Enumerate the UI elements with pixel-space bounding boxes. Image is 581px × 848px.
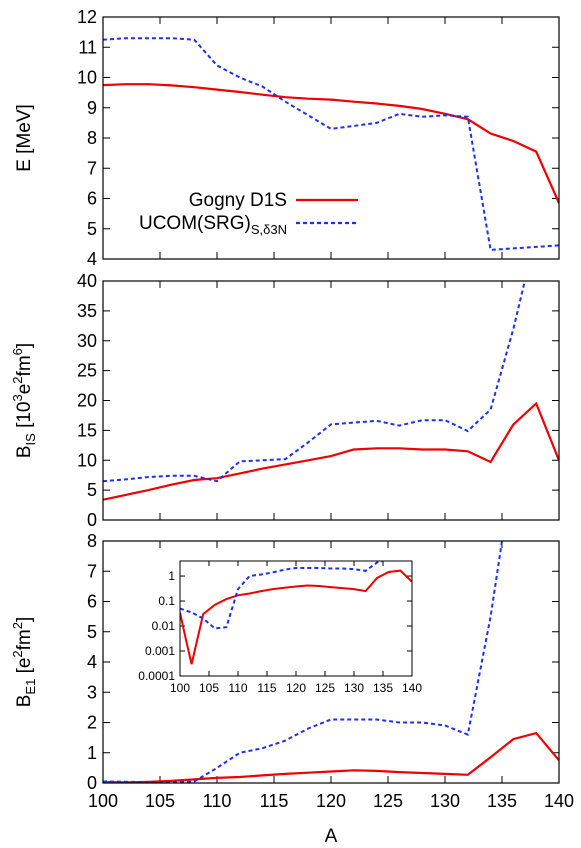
- x-tick-label: 135: [487, 791, 517, 811]
- plot-frame: [102, 16, 560, 260]
- inset-x-tick-label: 130: [344, 681, 364, 695]
- inset-x-tick-label: 140: [402, 681, 422, 695]
- y-label-part: IS: [23, 433, 38, 446]
- series-line-ucom-bis: [103, 281, 526, 483]
- x-tick-label: 110: [203, 791, 232, 811]
- y-tick-label: 20: [77, 391, 97, 411]
- y-label-part: 2: [10, 376, 25, 383]
- y-label-part: [e: [14, 658, 35, 679]
- series-line-ucom-energy: [103, 37, 559, 251]
- y-tick-label: 4: [87, 249, 97, 269]
- y-label-part: ]: [14, 617, 35, 622]
- y-tick-label: 7: [87, 561, 97, 581]
- y-label-part: B: [14, 695, 35, 708]
- x-tick-label: 120: [316, 791, 346, 811]
- x-tick-label: 105: [145, 791, 175, 811]
- inset-group: 0.0001 0.001 0.01 0.1 1 100 105 110 115 120 125 130…: [138, 560, 422, 695]
- inset-y-tick-label: 1: [168, 569, 175, 583]
- y-tick-label: 6: [87, 189, 97, 209]
- y-tick-label: 6: [87, 592, 97, 612]
- y-axis-label: E [MeV]: [14, 104, 35, 172]
- inset-background: [180, 561, 412, 676]
- x-tick-label: 115: [260, 791, 289, 811]
- y-tick-label: 11: [78, 37, 97, 57]
- inset-frame: [179, 560, 413, 677]
- y-tick-label: 1: [87, 743, 97, 763]
- y-tick-label: 2: [87, 713, 97, 733]
- panel-bis: 0 5 10 15 20 25 30 35 40 BIS [103e2fm6]: [10, 271, 560, 530]
- legend-label-text: Gogny D1S: [189, 190, 287, 211]
- legend-label-text: UCOM(SRG): [139, 213, 251, 234]
- y-label-part: 2: [10, 650, 25, 657]
- legend-label-subscript: S,δ3N: [251, 222, 287, 237]
- x-tick-label: 100: [88, 791, 118, 811]
- y-label-part: ]: [14, 343, 35, 348]
- y-label-part: fm: [14, 355, 35, 376]
- panel-be1: 0 1 2 3 4 5 6 7 8 100 105 110 115 120 125 130 135 140 BE1 …: [10, 531, 574, 811]
- y-label-part: 3: [10, 394, 25, 401]
- series-line-gogny-bis: [103, 401, 559, 501]
- y-tick-label: 5: [87, 622, 97, 642]
- inset-series-line-gogny: [180, 569, 412, 665]
- inset-x-tick-label: 120: [286, 681, 306, 695]
- y-axis-label: BIS [103e2fm6]: [10, 343, 38, 458]
- y-tick-label: 9: [87, 98, 97, 118]
- inset-y-tick-label: 0.1: [158, 594, 175, 608]
- y-tick-label: 12: [77, 7, 97, 27]
- y-label-part: 2: [10, 622, 25, 629]
- inset-x-tick-label: 100: [170, 681, 190, 695]
- y-tick-label: 15: [77, 420, 97, 440]
- inset-x-tick-label: 110: [228, 681, 247, 695]
- y-label-part: e: [14, 384, 35, 395]
- y-tick-label: 7: [87, 158, 97, 178]
- inset-x-tick-label: 125: [315, 681, 335, 695]
- inset-x-tick-label: 105: [199, 681, 219, 695]
- y-tick-label: 30: [77, 331, 97, 351]
- y-label-part: fm: [14, 629, 35, 650]
- series-line-gogny-energy: [103, 83, 559, 204]
- y-label-part: E [MeV]: [14, 104, 35, 172]
- y-tick-label: 10: [77, 68, 97, 88]
- y-tick-label: 25: [77, 361, 97, 381]
- series-line-ucom-be1: [103, 541, 503, 783]
- y-tick-label: 4: [87, 652, 97, 672]
- y-tick-label: 10: [77, 450, 97, 470]
- inset-y-tick-label: 0.0001: [138, 669, 175, 683]
- y-label-part: E1: [23, 679, 38, 695]
- y-tick-label: 8: [87, 531, 97, 551]
- y-tick-label: 8: [87, 128, 97, 148]
- y-label-part: 6: [10, 348, 25, 355]
- plot-frame: [102, 540, 560, 784]
- x-tick-label: 125: [373, 791, 403, 811]
- x-tick-label: 130: [430, 791, 460, 811]
- y-tick-label: 5: [87, 480, 97, 500]
- inset-y-tick-label: 0.001: [145, 644, 175, 658]
- legend-label-ucom: UCOM(SRG)S,δ3N: [139, 213, 287, 237]
- series-line-gogny-be1: [103, 731, 559, 783]
- y-tick-label: 5: [87, 219, 97, 239]
- y-tick-label: 0: [87, 510, 97, 530]
- panel-energy: 4 5 6 7 8 9 10 11 12 E [MeV]: [14, 7, 560, 269]
- legend-label-gogny: Gogny D1S: [189, 190, 287, 211]
- inset-y-tick-label: 0.01: [152, 619, 176, 633]
- x-tick-label: 140: [544, 791, 574, 811]
- y-tick-label: 35: [77, 301, 97, 321]
- y-label-part: [10: [14, 401, 35, 433]
- x-axis-label: A: [325, 826, 338, 847]
- plot-frame: [102, 280, 560, 521]
- y-axis-label: BE1 [e2fm2]: [10, 617, 38, 708]
- y-label-part: B: [14, 445, 35, 458]
- y-tick-label: 3: [87, 682, 97, 702]
- y-tick-label: 40: [77, 271, 97, 291]
- inset-x-tick-label: 135: [373, 681, 393, 695]
- inset-x-tick-label: 115: [257, 681, 276, 695]
- y-tick-label: 0: [87, 773, 97, 793]
